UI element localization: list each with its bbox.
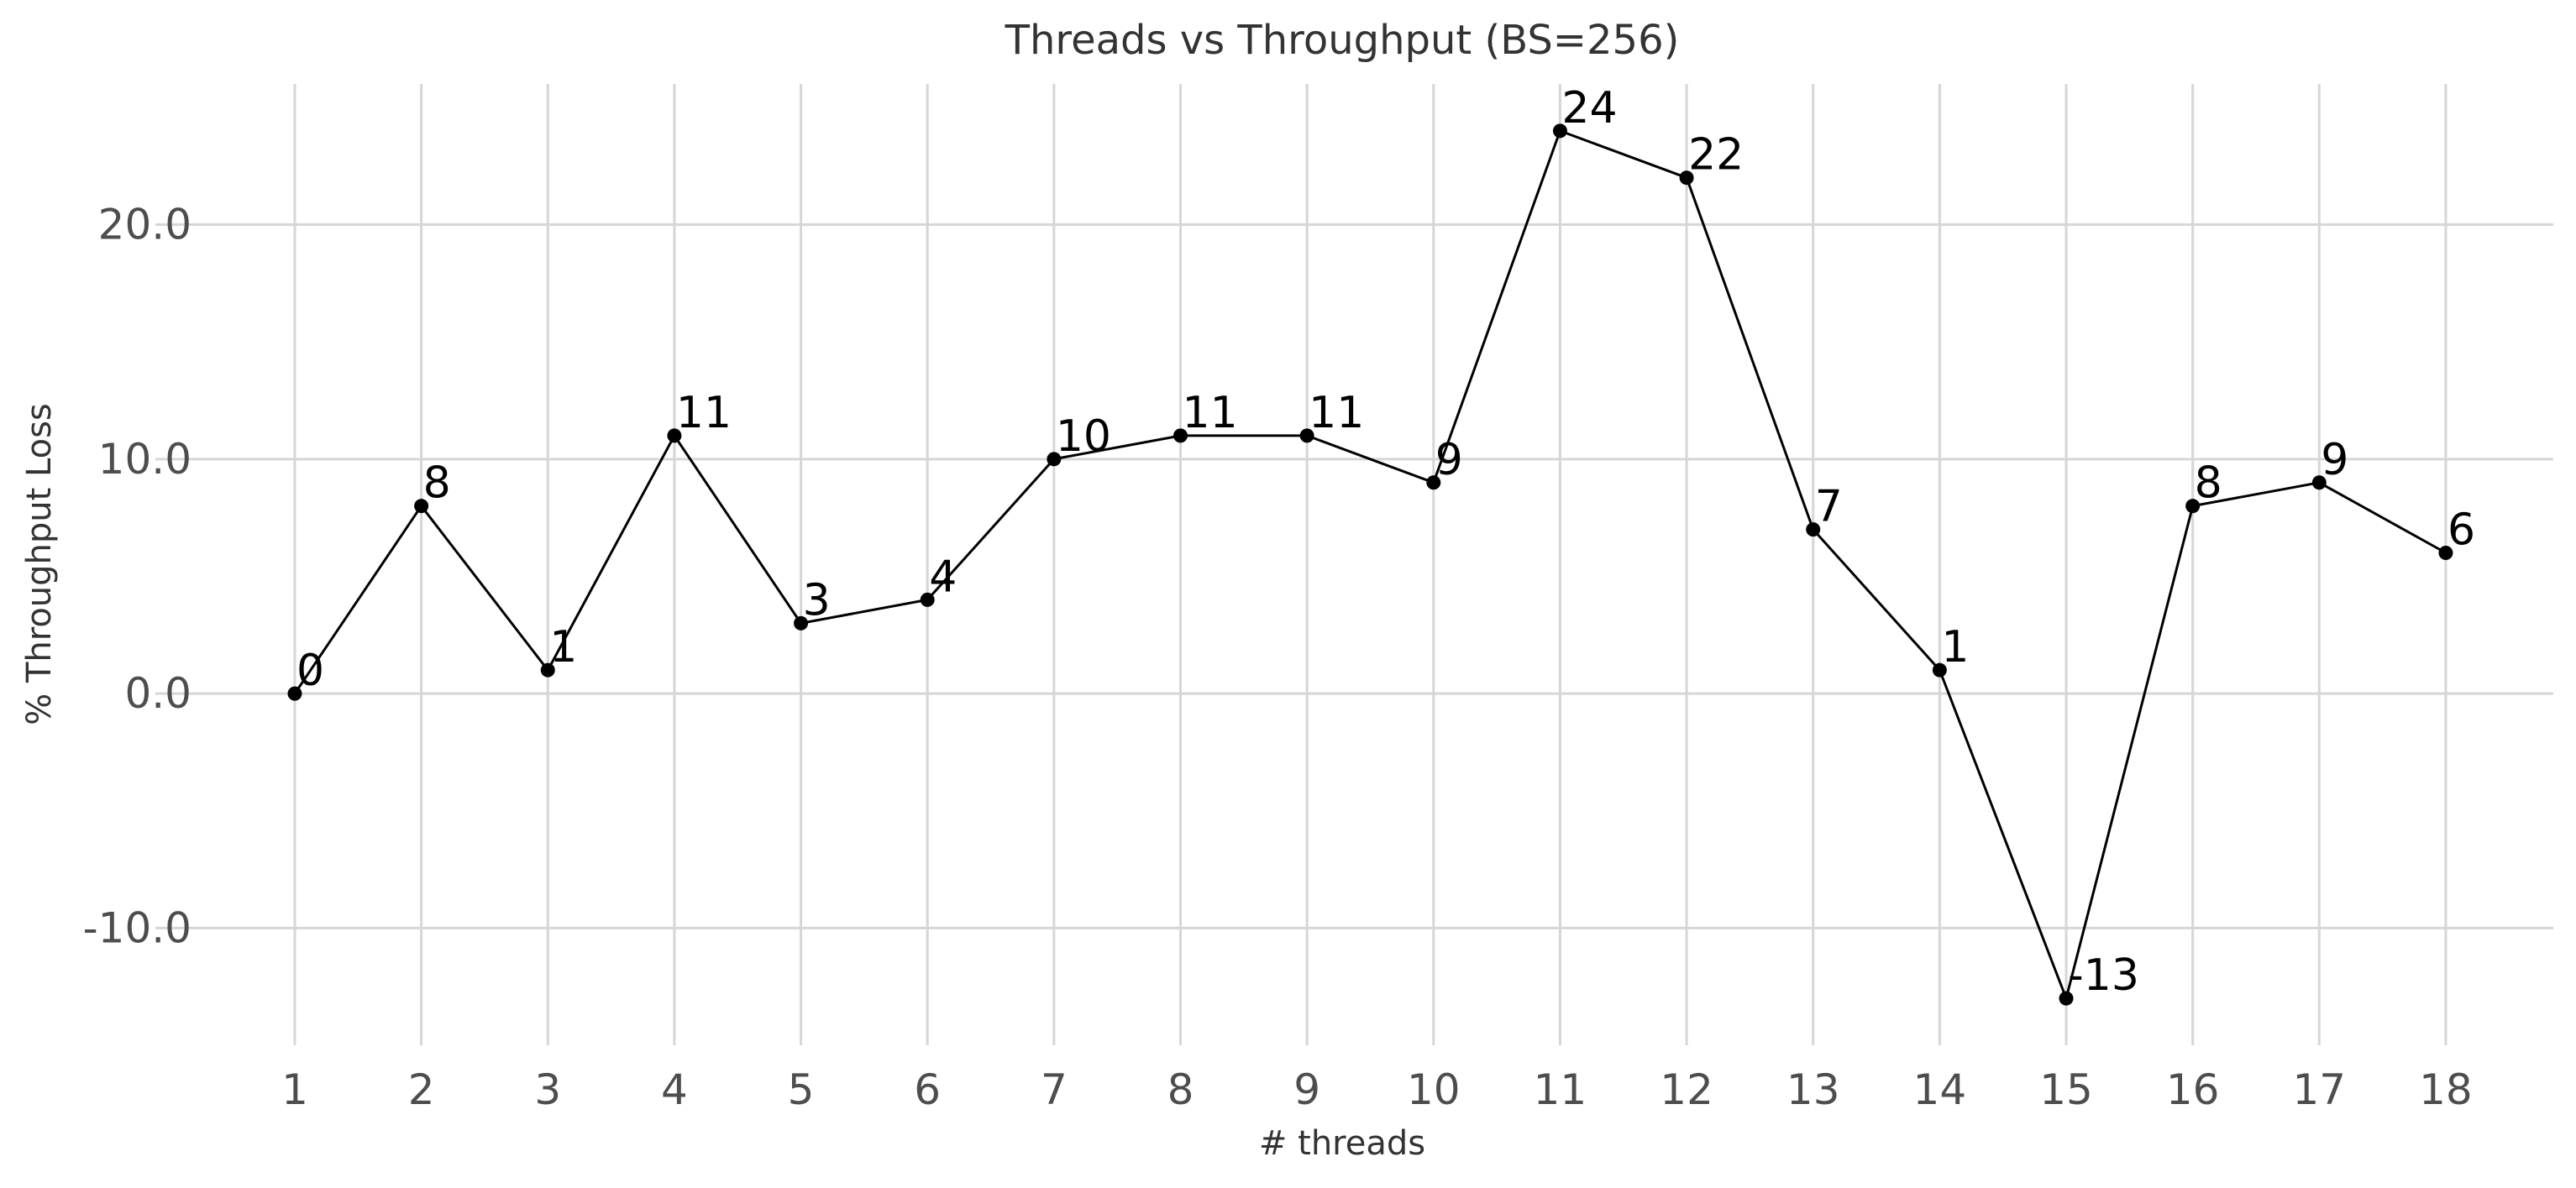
data-label: 3 — [803, 575, 831, 625]
x-tick-label: 15 — [2039, 1065, 2093, 1114]
data-point — [2059, 991, 2074, 1006]
x-tick-label: 17 — [2292, 1065, 2346, 1114]
x-tick-label: 9 — [1293, 1065, 1320, 1114]
x-tick-label: 16 — [2166, 1065, 2220, 1114]
data-label: 9 — [2321, 435, 2348, 485]
x-axis-label: # threads — [1259, 1124, 1425, 1163]
x-tick-label: 18 — [2419, 1065, 2473, 1114]
data-point — [1932, 662, 1947, 678]
data-point — [1173, 428, 1188, 443]
x-tick-label: 2 — [408, 1065, 435, 1114]
data-point — [540, 662, 555, 678]
data-point — [1047, 452, 1062, 467]
x-tick-label: 6 — [914, 1065, 941, 1114]
x-tick-label: 8 — [1167, 1065, 1194, 1114]
data-point — [287, 686, 302, 701]
data-point — [1806, 522, 1821, 537]
data-label: 10 — [1056, 411, 1111, 462]
x-gridlines — [293, 84, 2447, 1045]
x-tick-label: 1 — [281, 1065, 308, 1114]
y-gridlines — [155, 223, 2553, 929]
y-tick-label: 10.0 — [98, 435, 191, 484]
data-point — [1299, 428, 1314, 443]
data-point — [794, 615, 809, 631]
y-tick-label: -10.0 — [83, 903, 191, 952]
data-label: 7 — [1815, 482, 1843, 532]
x-tick-label: 7 — [1041, 1065, 1068, 1114]
data-label: 1 — [1941, 622, 1969, 673]
y-tick-label: 0.0 — [124, 669, 191, 718]
data-point — [920, 592, 935, 607]
data-point — [2185, 499, 2201, 514]
data-point — [414, 499, 429, 514]
x-tick-label: 4 — [661, 1065, 688, 1114]
data-label: -13 — [2068, 950, 2139, 1001]
data-label: 22 — [1688, 130, 1744, 181]
y-tick-label: 20.0 — [98, 201, 191, 249]
data-label: 8 — [2195, 458, 2222, 509]
data-label: 11 — [676, 388, 732, 438]
y-tick-labels: -10.0 0.0 10.0 20.0 — [83, 201, 191, 953]
data-point — [667, 428, 682, 443]
series-line — [293, 128, 2447, 1003]
x-tick-label: 14 — [1913, 1065, 1967, 1114]
data-point — [2311, 475, 2327, 490]
data-label: 1 — [549, 622, 577, 673]
data-label: 9 — [1435, 435, 1463, 485]
series-layer — [293, 128, 2447, 1003]
y-axis-label: % Throughput Loss — [20, 403, 59, 725]
data-label: 11 — [1183, 388, 1238, 438]
data-label: 4 — [929, 552, 957, 602]
data-point — [1679, 170, 1694, 186]
data-label: 8 — [423, 458, 451, 509]
x-tick-label: 12 — [1660, 1065, 1713, 1114]
data-label: 6 — [2447, 505, 2475, 556]
data-label: 11 — [1309, 388, 1364, 438]
data-label: 24 — [1561, 83, 1617, 133]
data-point — [1426, 475, 1441, 490]
chart-title: Threads vs Throughput (BS=256) — [1005, 17, 1680, 64]
x-tick-label: 5 — [788, 1065, 815, 1114]
data-label: 0 — [296, 646, 324, 696]
x-tick-label: 10 — [1407, 1065, 1461, 1114]
x-tick-label: 11 — [1534, 1065, 1587, 1114]
x-tick-label: 13 — [1786, 1065, 1840, 1114]
data-points — [287, 123, 2453, 1006]
data-point — [1552, 123, 1567, 139]
x-tick-label: 3 — [534, 1065, 561, 1114]
x-tick-labels: 1 2 3 4 5 6 7 8 9 10 11 12 13 14 15 16 17 18 — [281, 1065, 2473, 1114]
data-point — [2438, 546, 2453, 561]
